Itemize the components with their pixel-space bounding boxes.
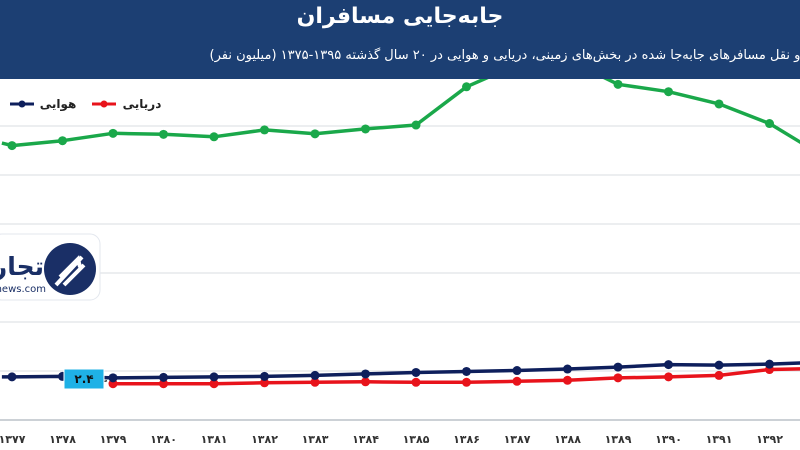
x-tick-label: ۱۳۸۱ xyxy=(201,433,228,446)
data-point-land xyxy=(765,119,774,129)
data-point-sea xyxy=(159,379,168,389)
x-tick-label: ۱۳۷۸ xyxy=(49,433,76,446)
x-tick-label: ۱۳۸۷ xyxy=(504,433,531,446)
data-point-sea xyxy=(260,378,269,388)
data-point-sea xyxy=(613,373,623,383)
data-point-air xyxy=(714,360,724,370)
legend-marker-sea xyxy=(100,100,108,108)
data-point-land xyxy=(209,132,219,142)
legend-label-sea: دریایی xyxy=(123,97,162,111)
data-point-sea xyxy=(209,379,219,389)
series-layer xyxy=(1,79,800,389)
data-point-land xyxy=(310,129,320,139)
logo-domain: news.com xyxy=(0,284,46,295)
x-tick-label: ۱۳۸۶ xyxy=(453,433,480,446)
x-tick-label: ۱۳۹۱ xyxy=(706,433,733,446)
data-point-air xyxy=(260,371,269,381)
data-point-land xyxy=(260,125,269,135)
data-point-sea xyxy=(512,376,522,386)
data-point-land xyxy=(613,79,623,89)
legend-label-air: هوایی xyxy=(40,97,77,112)
x-tick-label: ۱۳۷۹ xyxy=(100,433,127,446)
site-logo: تجارت news.com xyxy=(0,233,101,301)
x-tick-label: ۱۳۷۷ xyxy=(0,433,26,446)
x-tick-label: ۱۳۸۲ xyxy=(251,433,278,446)
legend-marker-air xyxy=(18,100,26,108)
x-axis: ۱۳۷۷ ۱۳۷۸ ۱۳۷۹ ۱۳۸۰ ۱۳۸۱ ۱۳۸۲ ۱۳۸۳ ۱۳۸۴ ۱۳۸۵ ۱۳۸۶… xyxy=(0,433,783,446)
data-point-land xyxy=(714,99,724,109)
series-line-air xyxy=(1,361,800,380)
data-point-air xyxy=(563,364,572,374)
x-tick-label: ۱۳۹۲ xyxy=(756,433,783,446)
data-point-air xyxy=(209,372,219,382)
callout-label: ۲.۴ xyxy=(74,372,93,386)
grid-lines xyxy=(0,125,800,421)
data-point-sea xyxy=(361,377,370,387)
data-point-land xyxy=(411,120,421,130)
data-point-sea xyxy=(310,377,320,387)
data-point-land xyxy=(361,124,370,134)
data-point-land xyxy=(58,136,67,146)
chart-header: جابه‌جایی مسافران حمل و نقل مسافرهای جاب… xyxy=(0,0,800,79)
x-tick-label: ۱۳۹۰ xyxy=(655,433,682,446)
data-point-sea xyxy=(462,377,471,387)
callout-box xyxy=(63,368,105,390)
data-point-air xyxy=(159,372,168,382)
data-point-land xyxy=(7,141,17,151)
data-point-sea xyxy=(563,375,572,385)
x-tick-label: ۱۳۸۳ xyxy=(302,433,329,446)
x-tick-label: ۱۳۸۴ xyxy=(352,433,379,446)
data-point-air xyxy=(462,366,471,376)
logo-name: تجارت xyxy=(0,252,44,281)
data-point-air xyxy=(7,372,17,382)
data-point-land xyxy=(108,128,118,138)
chart-title: جابه‌جایی مسافران xyxy=(296,4,504,29)
x-tick-label: ۱۳۸۹ xyxy=(605,433,632,446)
x-tick-label: ۱۳۸۵ xyxy=(403,433,430,446)
data-point-air xyxy=(108,373,118,383)
chart-subtitle: حمل و نقل مسافرهای جابه‌جا شده در بخش‌ها… xyxy=(209,48,800,63)
data-point-air xyxy=(664,360,673,370)
data-point-air xyxy=(411,367,421,377)
data-point-sea xyxy=(714,370,724,380)
data-point-land xyxy=(159,129,168,139)
data-point-air xyxy=(310,370,320,380)
logo-arrow-icon xyxy=(54,255,86,287)
data-callout: ۲.۴ xyxy=(63,368,108,390)
x-tick-label: ۱۳۸۸ xyxy=(554,433,581,446)
line-chart: تجارت news.com هوایی دریایی ۲.۴ ۱۳۷۷ ۱۳۷۸… xyxy=(0,79,800,446)
series-line-land xyxy=(1,79,800,148)
data-point-sea xyxy=(411,377,421,387)
data-point-air xyxy=(361,369,370,379)
data-point-sea xyxy=(664,372,673,382)
data-point-air xyxy=(512,366,522,376)
chart-legend: هوایی دریایی xyxy=(10,97,161,112)
data-point-air xyxy=(765,359,774,369)
data-point-land xyxy=(462,82,471,92)
data-point-land xyxy=(664,87,673,97)
x-tick-label: ۱۳۸۰ xyxy=(150,433,177,446)
data-point-air xyxy=(613,362,623,372)
